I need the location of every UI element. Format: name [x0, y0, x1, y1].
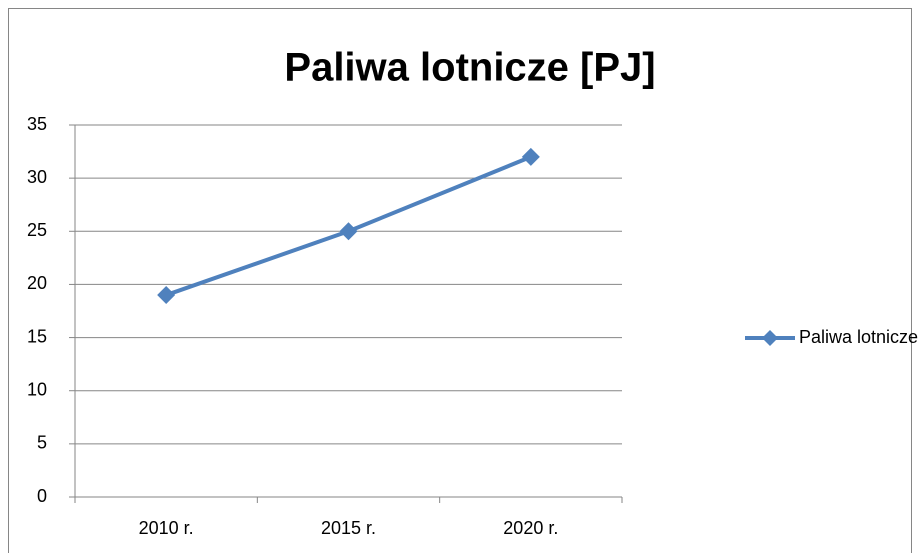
- legend-label: Paliwa lotnicze [PJ]: [799, 327, 920, 347]
- y-tick-label: 30: [27, 167, 47, 187]
- y-tick-label: 10: [27, 379, 47, 399]
- chart-title: Paliwa lotnicze [PJ]: [284, 46, 655, 90]
- y-tick-label: 35: [27, 114, 47, 134]
- marker: [521, 147, 540, 166]
- marker: [339, 222, 358, 241]
- chart-border: [8, 8, 912, 553]
- y-tick-label: 20: [27, 273, 47, 293]
- y-tick-label: 25: [27, 220, 47, 240]
- legend-marker: [762, 330, 778, 346]
- x-tick-label: 2015 r.: [321, 518, 376, 538]
- y-tick-label: 0: [37, 486, 47, 506]
- y-tick-label: 15: [27, 326, 47, 346]
- marker: [157, 286, 176, 305]
- x-tick-label: 2010 r.: [139, 518, 194, 538]
- x-tick-label: 2020 r.: [503, 518, 558, 538]
- y-tick-label: 5: [37, 433, 47, 453]
